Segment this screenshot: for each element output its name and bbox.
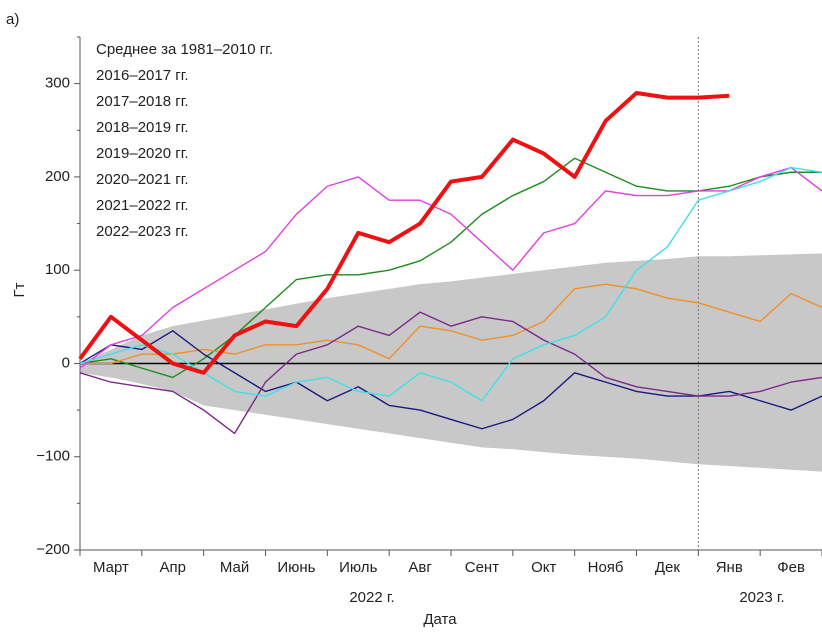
y-tick-label: −200 xyxy=(36,541,70,558)
x-axis-label: Дата xyxy=(423,611,457,628)
x-tick-label: Апр xyxy=(160,559,186,576)
x-tick-label: Май xyxy=(220,559,249,576)
legend-entry: 2017–2018 гг. xyxy=(96,93,189,110)
legend-entry: 2019–2020 гг. xyxy=(96,145,189,162)
legend-entry: Среднее за 1981–2010 гг. xyxy=(96,41,273,58)
series-line xyxy=(79,311,822,435)
series-line xyxy=(79,166,822,369)
range-band xyxy=(80,253,822,472)
y-tick-label: 200 xyxy=(45,168,70,185)
y-tick-label: −100 xyxy=(36,448,70,465)
legend-entry: 2018–2019 гг. xyxy=(96,119,189,136)
legend-entry: 2016–2017 гг. xyxy=(96,67,189,84)
series-line xyxy=(78,90,730,375)
x-tick-label: Нояб xyxy=(588,559,624,576)
y-tick-label: 100 xyxy=(45,261,70,278)
x-tick-label: Сент xyxy=(465,559,499,576)
y-axis-label: Гт xyxy=(11,282,28,297)
y-tick-label: 0 xyxy=(62,354,70,371)
panel-label: а) xyxy=(6,11,19,28)
x-tick-label: Окт xyxy=(531,559,556,576)
x-tick-label: Июль xyxy=(339,559,377,576)
legend-entry: 2021–2022 гг. xyxy=(96,197,189,214)
x-tick-label: Март xyxy=(93,559,129,576)
x-tick-label: Янв xyxy=(716,559,743,576)
x-tick-label: Июнь xyxy=(277,559,315,576)
year-label: 2023 г. xyxy=(739,589,784,606)
x-tick-label: Авг xyxy=(408,559,432,576)
series-line xyxy=(80,283,822,365)
y-tick-label: 300 xyxy=(45,75,70,92)
year-label: 2022 г. xyxy=(349,589,394,606)
legend-entry: 2020–2021 гг. xyxy=(96,171,189,188)
x-tick-label: Дек xyxy=(655,559,681,576)
x-tick-label: Фев xyxy=(777,559,805,576)
legend-entry: 2022–2023 гг. xyxy=(96,223,189,240)
